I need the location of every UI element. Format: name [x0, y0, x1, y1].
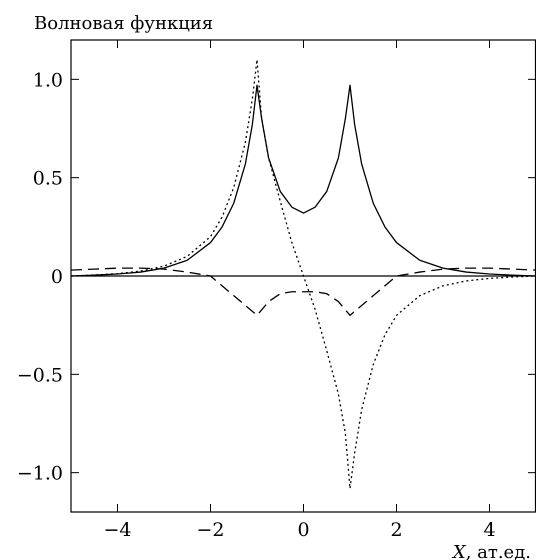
- y-tick-label: 1.0: [33, 69, 63, 91]
- y-tick-label: 0: [51, 266, 63, 288]
- series-line-dotted: [70, 59, 536, 490]
- x-axis-unit: , ат.ед.: [466, 542, 531, 560]
- x-tick-label: −4: [103, 519, 131, 541]
- x-tick-label: 2: [390, 519, 402, 541]
- x-tick-label: −2: [196, 519, 224, 541]
- y-tick-label: −0.5: [17, 364, 63, 386]
- series-line-dashed: [70, 267, 536, 316]
- y-axis-title: Волновая функция: [34, 13, 213, 34]
- x-axis-variable: X: [451, 542, 467, 560]
- y-tick-label: 0.5: [33, 168, 63, 190]
- plot-area: −4 −2 0 2 4 1.0 0.5 0 −0.5 −1.0: [17, 39, 536, 541]
- x-axis-title: X, ат.ед.: [451, 542, 531, 560]
- x-tick-label: 0: [297, 519, 309, 541]
- y-tick-label: −1.0: [17, 463, 63, 485]
- x-tick-label: 4: [483, 519, 495, 541]
- series-line-solid: [70, 84, 536, 277]
